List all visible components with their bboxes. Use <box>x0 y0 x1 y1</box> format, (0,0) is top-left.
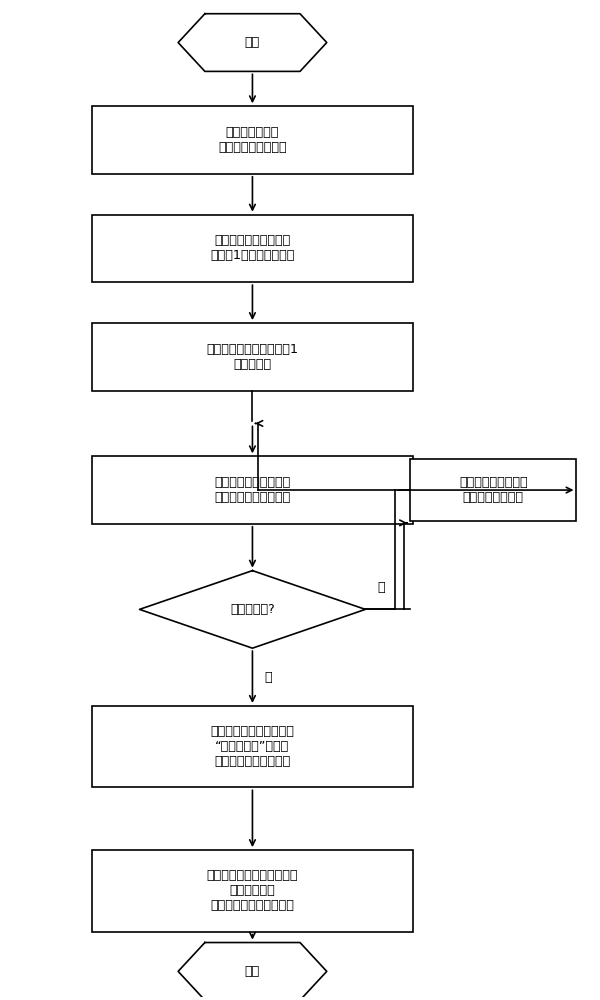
Text: 上级马道内线初值设为第1
级马道内线: 上级马道内线初值设为第1 级马道内线 <box>206 343 298 371</box>
Text: 由包含所有级马道坡面的
“马道坡面集”为输入
构造整体马道坡面组件: 由包含所有级马道坡面的 “马道坡面集”为输入 构造整体马道坡面组件 <box>211 725 295 768</box>
Polygon shape <box>139 571 365 648</box>
Text: 结束: 结束 <box>245 965 260 978</box>
FancyBboxPatch shape <box>92 215 413 282</box>
FancyBboxPatch shape <box>410 459 577 521</box>
Polygon shape <box>178 14 327 71</box>
FancyBboxPatch shape <box>92 456 413 524</box>
Text: 上级马道内线当前值
设为本级马道内线: 上级马道内线当前值 设为本级马道内线 <box>459 476 527 504</box>
FancyBboxPatch shape <box>92 323 413 391</box>
Text: 以整体马道坡面为输入用开
口线分割生成
开挖边坡面三维参数模型: 以整体马道坡面为输入用开 口线分割生成 开挖边坡面三维参数模型 <box>206 869 298 912</box>
Text: 以坝基几何特征为输入
建立第1级马道坡面组件: 以坝基几何特征为输入 建立第1级马道坡面组件 <box>210 234 295 262</box>
Text: 以上级马道内线为输入
建立本级马道坡面组件: 以上级马道内线为输入 建立本级马道坡面组件 <box>214 476 290 504</box>
FancyBboxPatch shape <box>92 106 413 174</box>
FancyBboxPatch shape <box>92 850 413 932</box>
Text: 否: 否 <box>377 581 385 594</box>
FancyBboxPatch shape <box>92 706 413 787</box>
Polygon shape <box>178 943 327 1000</box>
Text: 是坝顶坡面?: 是坝顶坡面? <box>230 603 275 616</box>
Text: 以坝基面为输入
提取坝基面几何特征: 以坝基面为输入 提取坝基面几何特征 <box>218 126 287 154</box>
Text: 是: 是 <box>265 671 272 684</box>
Text: 开始: 开始 <box>245 36 260 49</box>
